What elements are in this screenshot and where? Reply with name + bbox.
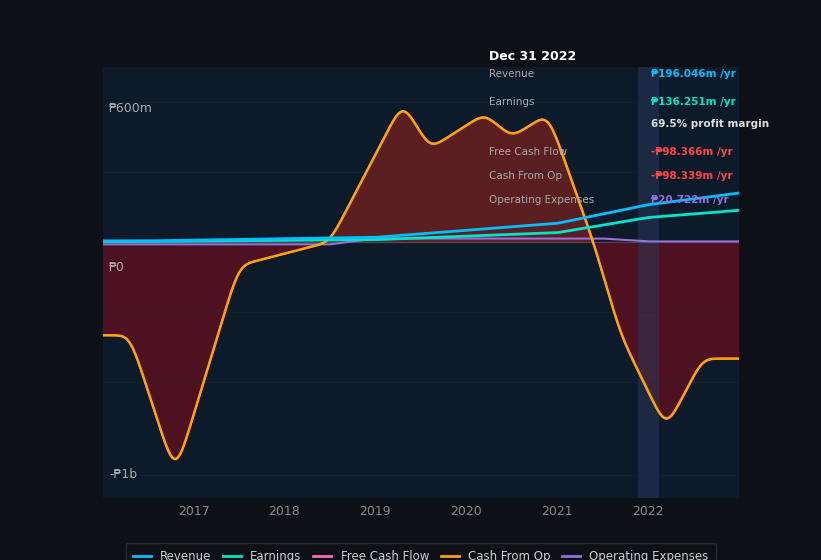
Text: ₱196.046m /yr: ₱196.046m /yr <box>651 69 736 79</box>
Text: ₱20.722m /yr: ₱20.722m /yr <box>651 195 729 205</box>
Text: -₱1b: -₱1b <box>109 468 137 481</box>
Text: ₱136.251m /yr: ₱136.251m /yr <box>651 97 736 107</box>
Text: Dec 31 2022: Dec 31 2022 <box>489 50 576 63</box>
Text: -₱98.339m /yr: -₱98.339m /yr <box>651 171 733 181</box>
Legend: Revenue, Earnings, Free Cash Flow, Cash From Op, Operating Expenses: Revenue, Earnings, Free Cash Flow, Cash … <box>126 543 716 560</box>
Text: -₱98.366m /yr: -₱98.366m /yr <box>651 147 733 157</box>
Text: Earnings: Earnings <box>489 97 534 107</box>
Text: Cash From Op: Cash From Op <box>489 171 562 181</box>
Text: ₱600m: ₱600m <box>109 102 153 115</box>
Text: Free Cash Flow: Free Cash Flow <box>489 147 567 157</box>
Text: 69.5% profit margin: 69.5% profit margin <box>651 119 769 129</box>
Text: Revenue: Revenue <box>489 69 534 79</box>
Text: ₱0: ₱0 <box>109 261 125 274</box>
Text: Operating Expenses: Operating Expenses <box>489 195 594 205</box>
